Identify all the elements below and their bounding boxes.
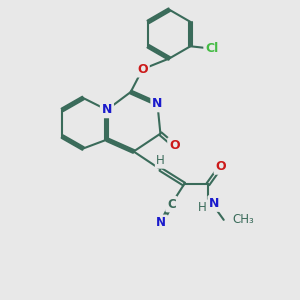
- Text: O: O: [137, 63, 148, 76]
- Text: Cl: Cl: [205, 42, 218, 55]
- Text: N: N: [152, 98, 163, 110]
- Text: N: N: [209, 197, 220, 210]
- Text: CH₃: CH₃: [232, 213, 254, 226]
- Text: N: N: [102, 103, 112, 116]
- Text: H: H: [156, 154, 165, 167]
- Text: C: C: [167, 198, 176, 211]
- Text: H: H: [198, 201, 207, 214]
- Text: O: O: [215, 160, 226, 173]
- Text: O: O: [169, 139, 180, 152]
- Text: N: N: [156, 216, 166, 229]
